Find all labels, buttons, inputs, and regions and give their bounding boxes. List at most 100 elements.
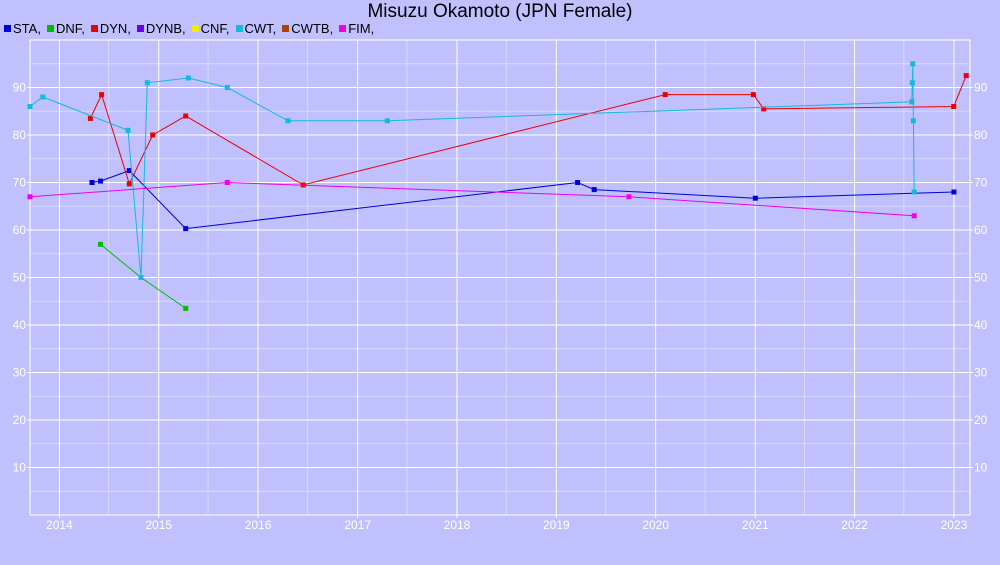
data-point	[27, 194, 33, 200]
y-tick-label-right: 20	[974, 413, 988, 427]
legend-swatch	[4, 24, 11, 32]
data-point	[662, 92, 668, 98]
legend-entry: STA,	[4, 21, 41, 36]
y-tick-label-right: 30	[974, 366, 988, 380]
data-point	[40, 94, 46, 100]
data-point	[126, 168, 132, 174]
data-point	[626, 194, 632, 200]
data-point	[752, 195, 758, 201]
data-point	[761, 106, 767, 112]
legend-label: DNF,	[55, 20, 85, 36]
data-point	[575, 180, 581, 185]
data-point	[911, 189, 917, 195]
x-tick-label: 2017	[344, 518, 371, 532]
data-point	[185, 75, 191, 81]
data-point	[183, 113, 189, 119]
data-point	[951, 189, 957, 195]
data-point	[909, 99, 915, 105]
legend-label: FIM,	[348, 20, 375, 36]
series-line	[29, 181, 915, 217]
series-line	[91, 170, 954, 230]
data-point	[183, 226, 189, 232]
legend: STA, DNF, DYN, DYNB, CNF, CWT, CWTB, FIM,	[4, 20, 380, 36]
legend-swatch	[235, 24, 243, 32]
y-tick-label-left: 40	[13, 318, 27, 332]
data-point	[910, 61, 916, 67]
data-point	[285, 118, 291, 124]
data-point	[224, 85, 230, 90]
data-point	[750, 92, 756, 98]
data-point	[910, 118, 916, 124]
data-point	[144, 80, 150, 86]
data-point	[951, 104, 957, 109]
x-tick-label: 2023	[941, 518, 968, 532]
x-tick-label: 2022	[841, 518, 868, 532]
data-point	[224, 180, 230, 185]
y-tick-label-right: 90	[974, 81, 988, 95]
data-point	[138, 275, 144, 280]
legend-swatch	[90, 24, 98, 32]
legend-swatch	[339, 24, 347, 32]
chart-title: Misuzu Okamoto (JPN Female)	[367, 1, 633, 22]
x-tick-label: 2021	[742, 518, 769, 532]
series-dyn	[87, 73, 969, 188]
legend-swatch	[282, 24, 290, 32]
legend-swatch	[191, 24, 199, 32]
x-tick-label: 2015	[145, 518, 172, 532]
y-tick-label-left: 80	[13, 128, 27, 142]
data-point	[87, 115, 93, 121]
y-tick-label-right: 60	[974, 223, 988, 237]
legend-entry: DYNB,	[136, 20, 186, 36]
legend-entry: DYN,	[90, 20, 131, 36]
x-tick-label: 2019	[543, 518, 570, 532]
x-tick-label: 2020	[642, 518, 669, 532]
x-tick-label: 2018	[444, 518, 471, 532]
data-point	[591, 187, 597, 193]
legend-label: CNF,	[200, 20, 230, 36]
data-point	[27, 104, 33, 109]
legend-entry: FIM,	[339, 21, 374, 36]
y-tick-label-right: 80	[974, 128, 988, 142]
y-tick-label-right: 10	[974, 461, 988, 475]
y-tick-label-left: 60	[13, 223, 27, 237]
legend-label: DYNB,	[145, 20, 186, 36]
y-tick-label-right: 50	[974, 271, 988, 285]
y-tick-label-right: 40	[974, 318, 988, 332]
y-tick-label-left: 30	[13, 366, 27, 380]
legend-label: DYN,	[99, 20, 131, 36]
series-sta	[89, 168, 957, 232]
series-line	[89, 75, 967, 186]
legend-swatch	[46, 24, 54, 32]
series-cwt	[27, 61, 917, 280]
data-point	[911, 213, 917, 219]
data-point	[150, 132, 156, 138]
legend-entry: CNF,	[191, 20, 230, 36]
y-tick-label-left: 10	[13, 461, 27, 475]
series-fim	[27, 180, 917, 219]
x-tick-label: 2014	[46, 518, 73, 532]
data-point	[183, 305, 189, 311]
data-point	[89, 180, 95, 185]
y-tick-label-left: 90	[13, 81, 27, 95]
legend-entry: CWTB,	[282, 21, 333, 36]
y-tick-label-right: 70	[974, 176, 988, 190]
legend-label: CWT,	[244, 20, 277, 36]
legend-label: STA,	[13, 20, 41, 36]
data-point	[384, 118, 390, 124]
data-point	[98, 241, 103, 247]
data-point	[98, 178, 103, 184]
legend-label: CWTB,	[291, 20, 334, 36]
y-tick-label-left: 20	[13, 413, 27, 427]
data-point	[909, 80, 915, 86]
major-grid	[30, 40, 970, 515]
data-point	[963, 73, 969, 79]
data-point	[99, 92, 105, 98]
y-tick-label-left: 70	[13, 176, 27, 190]
x-tick-label: 2016	[245, 518, 272, 532]
data-point	[126, 181, 132, 187]
legend-swatch	[136, 24, 144, 32]
y-tick-label-left: 50	[13, 271, 27, 285]
data-point	[125, 127, 131, 133]
